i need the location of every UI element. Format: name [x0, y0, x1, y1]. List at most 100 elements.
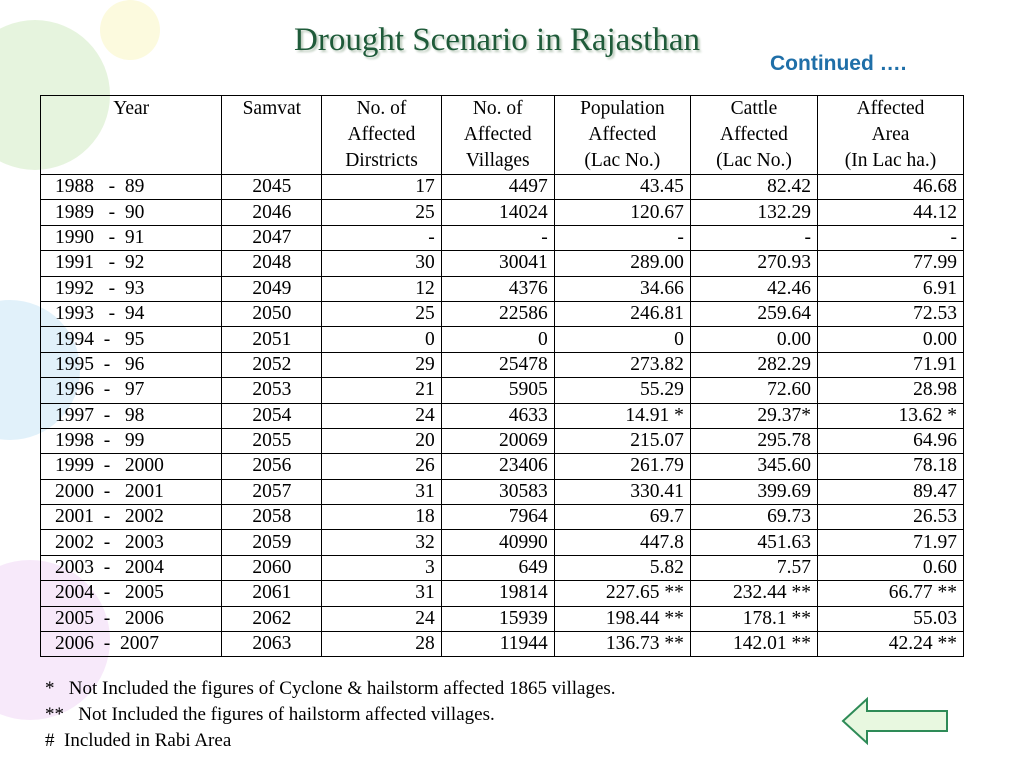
table-row: 1994 - 95 2051 0 0 0 0.00 0.00 — [39, 326, 964, 353]
table-cell: 13.62 * — [817, 402, 964, 429]
table-cell: 2005 - 2006 — [39, 605, 223, 633]
table-cell: 3 — [321, 554, 442, 582]
table-cell: 178.1 ** — [689, 605, 819, 633]
table-cell: 2054 — [221, 402, 323, 429]
table-cell: 198.44 ** — [553, 605, 691, 633]
table-cell: 25 — [321, 300, 442, 328]
table-cell: 451.63 — [689, 529, 819, 556]
table-cell: 31 — [321, 580, 442, 607]
table-cell: 1996 - 97 — [39, 377, 223, 404]
table-cell: 71.91 — [817, 351, 964, 379]
table-cell: 246.81 — [553, 300, 691, 328]
footnote: # Included in Rabi Area — [45, 730, 232, 751]
table-cell: 5.82 — [553, 554, 691, 582]
table-cell: 25 — [321, 199, 442, 226]
table-cell: 136.73 ** — [553, 631, 691, 658]
table-cell: 12 — [321, 275, 442, 302]
table-row: 1991 - 92 2048 30 30041 289.00 270.93 77.99 — [39, 250, 964, 277]
table-cell: 6.91 — [817, 275, 964, 302]
arrow-shape[interactable] — [841, 696, 948, 746]
table-cell: 26 — [321, 453, 442, 480]
table-cell: 2045 — [221, 173, 323, 201]
table-cell: 282.29 — [689, 351, 819, 379]
table-cell: 270.93 — [689, 250, 819, 277]
table-cell: 14.91 * — [553, 402, 691, 429]
table-cell: 289.00 — [553, 250, 691, 277]
decoration — [100, 0, 160, 60]
table-cell: 1992 - 93 — [39, 275, 223, 302]
table-cell: 29.37* — [689, 402, 819, 429]
table-cell: 14024 — [440, 199, 555, 226]
table-cell: 2050 — [221, 300, 323, 328]
table-cell: 32 — [321, 529, 442, 556]
table-row: 2001 - 2002 2058 18 7964 69.7 69.73 26.53 — [39, 504, 964, 531]
table-row: 2003 - 2004 2060 3 649 5.82 7.57 0.60 — [39, 554, 964, 582]
table-cell: 0.00 — [689, 326, 819, 353]
table-cell: 232.44 ** — [689, 580, 819, 607]
table-cell: 7.57 — [689, 554, 819, 582]
table-row: 1993 - 94 2050 25 22586 246.81 259.64 72.53 — [39, 300, 964, 328]
table-cell: 273.82 — [553, 351, 691, 379]
table-cell: 2062 — [221, 605, 323, 633]
back-arrow[interactable] — [840, 696, 952, 748]
table-cell: 2057 — [221, 478, 323, 506]
table-cell: 22586 — [440, 300, 555, 328]
title: Drought Scenario in Rajasthan — [294, 22, 700, 58]
table-row: 1988 - 89 2045 17 4497 43.45 82.42 46.68 — [39, 173, 964, 201]
table-cell: 649 — [440, 554, 555, 582]
footnote: ** Not Included the figures of hailstorm… — [45, 704, 495, 725]
table-cell: 66.77 ** — [817, 580, 964, 607]
column-header: No. of Affected Dirstricts — [321, 95, 442, 175]
table-row: 1997 - 98 2054 24 4633 14.91 * 29.37* 13.62 * — [39, 402, 964, 429]
table-cell: 1991 - 92 — [39, 250, 223, 277]
table-cell: 399.69 — [689, 478, 819, 506]
table-cell: 1999 - 2000 — [39, 453, 223, 480]
table-cell: 2052 — [221, 351, 323, 379]
table-cell: 1995 - 96 — [39, 351, 223, 379]
table-cell: 2046 — [221, 199, 323, 226]
table-cell: 0.60 — [817, 554, 964, 582]
table-cell: 20 — [321, 427, 442, 455]
table-cell: 7964 — [440, 504, 555, 531]
table-cell: 0 — [321, 326, 442, 353]
column-header: Year — [39, 95, 223, 175]
table-cell: 26.53 — [817, 504, 964, 531]
subtitle: Continued …. — [770, 52, 907, 75]
table-cell: 0.00 — [817, 326, 964, 353]
table-cell: 2058 — [221, 504, 323, 531]
table-cell: 261.79 — [553, 453, 691, 480]
table-row: 1990 - 91 2047- - - - - — [39, 224, 964, 252]
column-header: Population Affected (Lac No.) — [553, 95, 691, 175]
table-cell: 2000 - 2001 — [39, 478, 223, 506]
table-cell: 28.98 — [817, 377, 964, 404]
table-cell: 2006 - 2007 — [39, 631, 223, 658]
table-cell: 2049 — [221, 275, 323, 302]
table-cell: 345.60 — [689, 453, 819, 480]
table-cell: 2056 — [221, 453, 323, 480]
table-cell: 1998 - 99 — [39, 427, 223, 455]
table-row: 2002 - 2003 2059 32 40990 447.8 451.63 71.97 — [39, 529, 964, 556]
table-cell: 259.64 — [689, 300, 819, 328]
table-row: 1989 - 90 2046 25 14024 120.67 132.29 44.12 — [39, 199, 964, 226]
table-row: 2005 - 2006 2062 24 15939 198.44 ** 178.1 ** 5… — [39, 605, 964, 633]
column-header: No. of Affected Villages — [440, 95, 555, 175]
table-cell: 0 — [440, 326, 555, 353]
table-cell: 24 — [321, 402, 442, 429]
table-cell: 55.03 — [817, 605, 964, 633]
table-cell: 20069 — [440, 427, 555, 455]
table-row: 2004 - 2005 2061 31 19814 227.65 ** 232.44 **… — [39, 580, 964, 607]
table-cell: 1988 - 89 — [39, 173, 223, 201]
table-cell: 4376 — [440, 275, 555, 302]
table-row: 1999 - 2000 2056 26 23406 261.79 345.60 78.18 — [39, 453, 964, 480]
table-cell: 82.42 — [689, 173, 819, 201]
table-cell: 30 — [321, 250, 442, 277]
column-header: Samvat — [221, 95, 323, 175]
table-cell: 42.46 — [689, 275, 819, 302]
table-cell: 29 — [321, 351, 442, 379]
table-cell: 2047 — [221, 224, 323, 252]
table-cell: 120.67 — [553, 199, 691, 226]
table-cell: 0 — [553, 326, 691, 353]
table-cell: 89.47 — [817, 478, 964, 506]
table-cell: 2060 — [221, 554, 323, 582]
footnote: * Not Included the figures of Cyclone & … — [45, 678, 616, 699]
